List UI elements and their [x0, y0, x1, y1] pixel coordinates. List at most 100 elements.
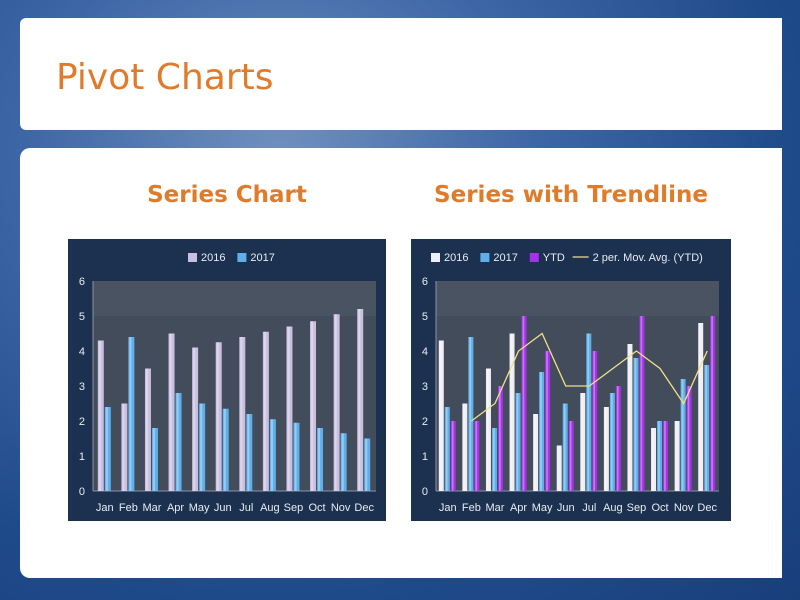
y-tick-label: 2: [422, 416, 428, 428]
bar-2017-aug: [269, 419, 276, 491]
bar-ytd-feb: [474, 421, 480, 491]
legend-swatch-2017: [237, 253, 247, 262]
x-tick-label: Jul: [582, 502, 596, 514]
bar-2016-dec: [357, 309, 364, 491]
x-tick-label: Apr: [167, 502, 184, 514]
bar-highlight: [122, 403, 125, 491]
bar-2017-sep: [633, 358, 639, 491]
right-chart-heading: Series with Trendline: [434, 182, 708, 208]
y-tick-label: 6: [422, 276, 428, 288]
bar-2017-dec: [364, 438, 371, 491]
bar-ytd-sep: [639, 316, 645, 491]
bar-highlight: [193, 347, 196, 491]
x-tick-label: Mar: [142, 502, 161, 514]
bar-2017-jan: [444, 407, 450, 491]
bar-2017-jul: [586, 333, 592, 491]
x-tick-label: Jun: [557, 502, 575, 514]
bar-highlight: [557, 445, 560, 491]
trendline-moving-average: [470, 332, 708, 422]
x-tick-label: Jan: [439, 502, 457, 514]
bar-2017-feb: [468, 337, 474, 491]
bar-highlight: [270, 419, 273, 491]
bar-highlight: [247, 414, 250, 491]
x-tick-label: Apr: [510, 502, 527, 514]
x-tick-label: Dec: [697, 502, 717, 514]
y-tick-label: 1: [422, 451, 428, 463]
legend-label-2017: 2017: [250, 252, 274, 264]
bar-2016-jan: [97, 340, 104, 491]
bar-ytd-apr: [521, 316, 527, 491]
x-tick-label: Oct: [308, 502, 325, 514]
bar-2017-jun: [562, 403, 568, 491]
bar-highlight: [263, 331, 266, 491]
x-tick-label: Sep: [284, 502, 304, 514]
bar-2016-feb: [462, 403, 468, 491]
bar-highlight: [593, 351, 596, 491]
bar-2016-nov: [333, 314, 340, 491]
y-tick-label: 2: [79, 416, 85, 428]
bar-highlight: [216, 342, 219, 491]
series-chart-svg: 0 1 2 3 4 5 6 Jan Feb Mar Apr May Jun Jul Aug Sep Oct Nov…: [79, 252, 376, 514]
x-tick-label: Oct: [651, 502, 668, 514]
bar-highlight: [634, 358, 637, 491]
bar-ytd-jun: [568, 421, 574, 491]
bar-2016-apr: [509, 333, 515, 491]
legend-label-ytd: YTD: [543, 252, 565, 264]
bar-2017-may: [539, 372, 545, 491]
bar-highlight: [510, 333, 513, 491]
bar-2016-oct: [651, 428, 657, 491]
bar-2017-jan: [104, 407, 111, 491]
bar-highlight: [587, 333, 590, 491]
legend-swatch-ytd: [529, 253, 539, 262]
bar-highlight: [365, 438, 368, 491]
x-tick-label: Jun: [214, 502, 232, 514]
bar-highlight: [176, 393, 179, 491]
trendline-chart: 0 1 2 3 4 5 6 Jan Feb Mar Apr May Jun Jul Aug Sep Oct Nov…: [411, 239, 731, 521]
bar-highlight: [200, 403, 203, 491]
slide-title: Pivot Charts: [56, 57, 274, 98]
x-tick-label: Dec: [354, 502, 374, 514]
bar-highlight: [445, 407, 448, 491]
x-tick-label: Feb: [119, 502, 138, 514]
series-chart: 0 1 2 3 4 5 6 Jan Feb Mar Apr May Jun Jul Aug Sep Oct Nov…: [68, 239, 386, 521]
bar-ytd-nov: [686, 386, 692, 491]
x-tick-label: Aug: [603, 502, 623, 514]
bar-2017-nov: [340, 433, 347, 491]
bar-highlight: [475, 421, 478, 491]
bar-highlight: [105, 407, 108, 491]
y-tick-label: 6: [79, 276, 85, 288]
x-tick-label: Nov: [674, 502, 694, 514]
bar-highlight: [604, 407, 607, 491]
bar-highlight: [463, 403, 466, 491]
bar-2017-dec: [704, 365, 710, 491]
bar-highlight: [358, 309, 361, 491]
bar-2016-sep: [627, 344, 633, 491]
x-tick-label: Mar: [485, 502, 504, 514]
bar-highlight: [334, 314, 337, 491]
bar-highlight: [98, 340, 101, 491]
bar-2016-jun: [556, 445, 562, 491]
bar-2016-jan: [438, 340, 444, 491]
bar-highlight: [640, 316, 643, 491]
bar-highlight: [563, 403, 566, 491]
bar-highlight: [546, 351, 548, 491]
bar-ytd-may: [545, 351, 551, 491]
x-tick-label: Nov: [331, 502, 351, 514]
bar-2017-jun: [222, 408, 229, 491]
title-panel: [20, 18, 782, 130]
bar-highlight: [240, 337, 243, 491]
bar-2017-jul: [246, 414, 253, 491]
bar-highlight: [486, 368, 489, 491]
bar-2016-feb: [121, 403, 128, 491]
bar-highlight: [616, 386, 619, 491]
bar-2016-jul: [580, 393, 586, 491]
bar-ytd-mar: [497, 386, 503, 491]
y-tick-label: 4: [422, 346, 428, 358]
bar-highlight: [294, 422, 297, 491]
bar-highlight: [675, 421, 678, 491]
y-tick-label: 3: [422, 381, 428, 393]
bar-2016-nov: [674, 421, 680, 491]
bar-2016-apr: [168, 333, 175, 491]
left-chart-heading: Series Chart: [147, 182, 307, 208]
y-tick-label: 1: [79, 451, 85, 463]
